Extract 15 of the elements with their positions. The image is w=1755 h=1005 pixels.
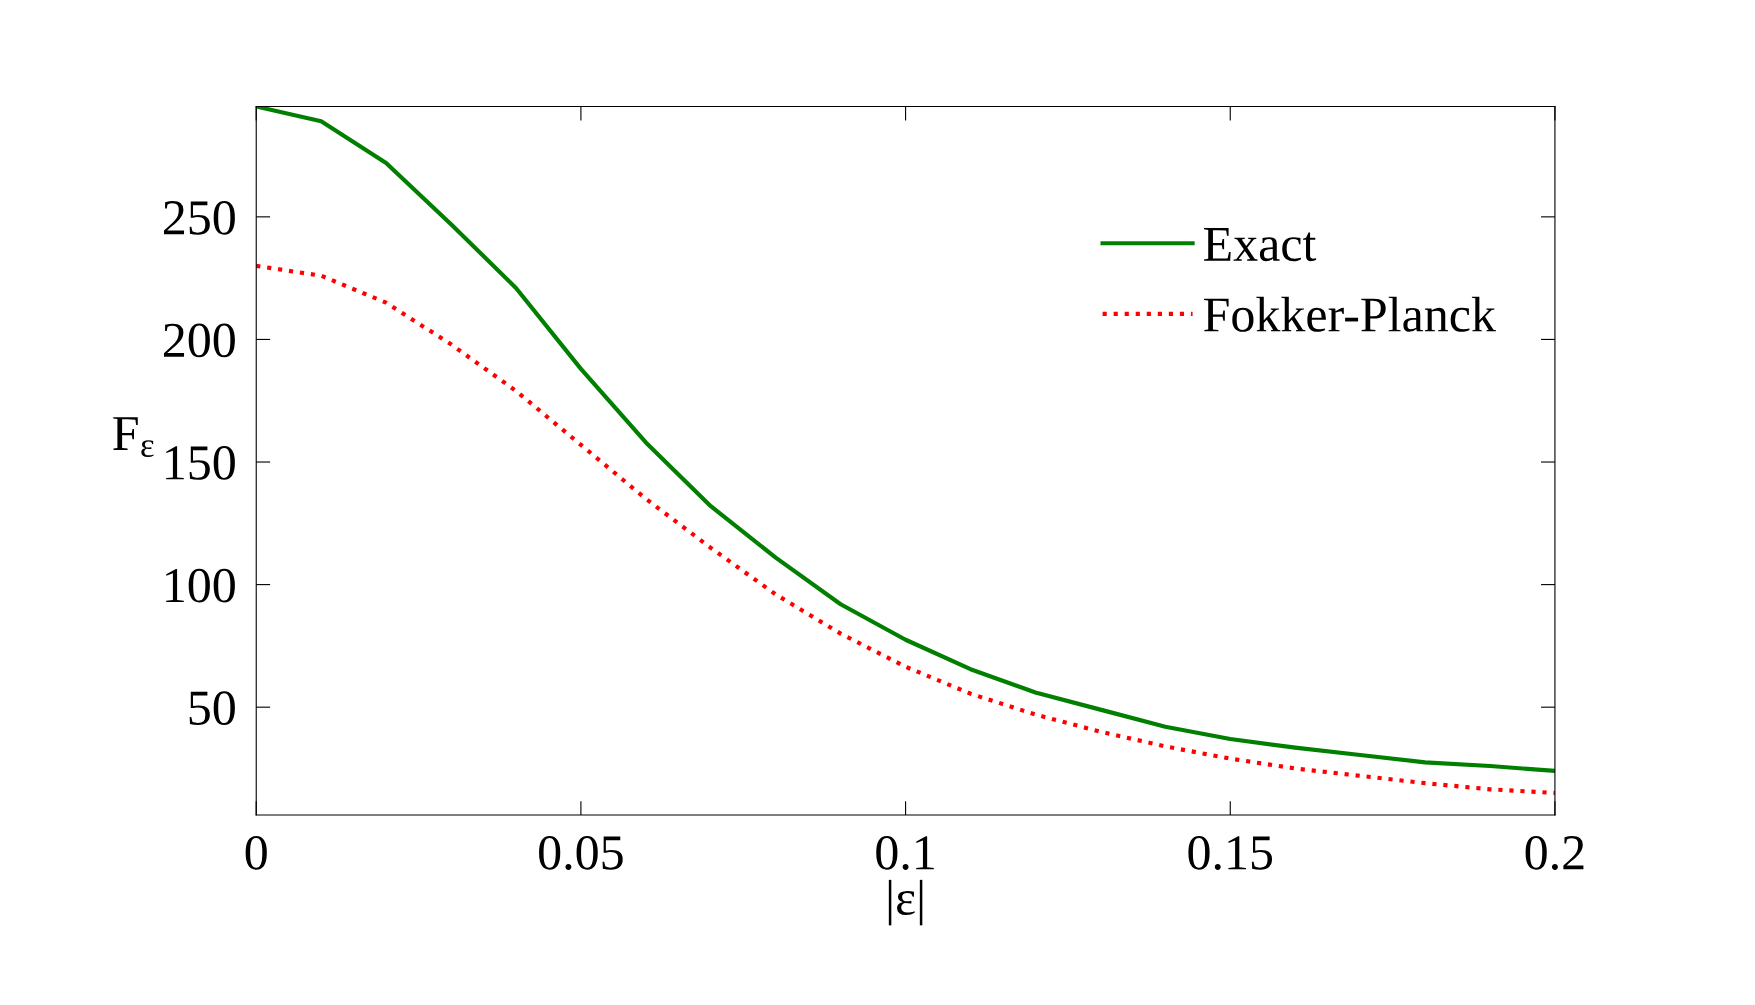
legend-label: Exact xyxy=(1204,227,1317,262)
x-tick-label: 0 xyxy=(245,835,267,870)
line-series xyxy=(256,263,1555,796)
y-axis-title: F$_{ε}$ xyxy=(113,417,154,458)
y-tick-label: 50 xyxy=(189,691,235,726)
y-tick-label: 150 xyxy=(166,446,235,480)
y-tick-label: 200 xyxy=(163,323,235,358)
y-tick-label: 100 xyxy=(166,568,235,603)
x-tick-label: 0.1 xyxy=(876,835,934,870)
x-tick-label: 0.15 xyxy=(1188,835,1273,870)
x-axis-title: |ε| xyxy=(888,879,923,926)
y-tick-label: 250 xyxy=(163,200,235,235)
x-tick-label: 0.2 xyxy=(1525,835,1584,870)
x-tick-label: 0.05 xyxy=(539,835,623,870)
legend-label: Fokker-Planck xyxy=(1204,296,1496,332)
